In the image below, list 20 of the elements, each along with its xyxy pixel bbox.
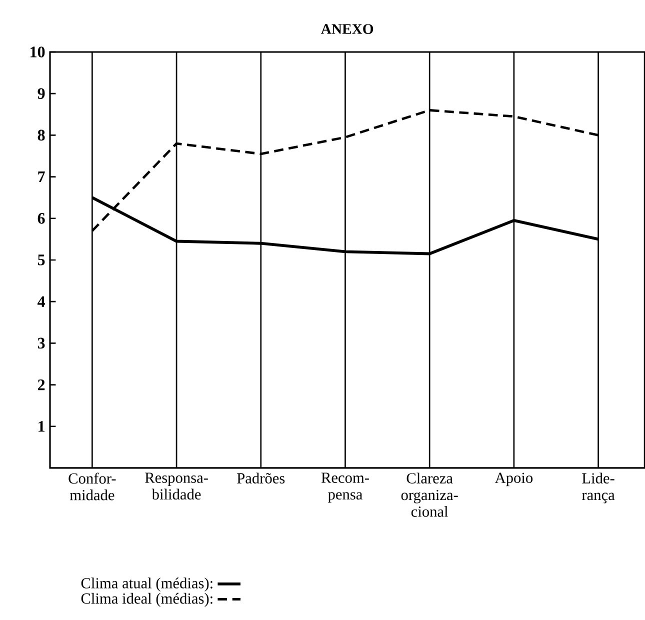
legend-label: Clima ideal (médias): bbox=[81, 592, 212, 607]
y-tick-label: 5 bbox=[38, 254, 45, 266]
y-tick-label: 6 bbox=[38, 213, 45, 224]
x-tick-label: Padrões bbox=[237, 472, 285, 484]
y-tick-label: 7 bbox=[38, 172, 45, 182]
x-tick-label: Recom- pensa bbox=[321, 472, 369, 503]
chart-title: ANEXO bbox=[321, 24, 374, 34]
y-tick-label: 2 bbox=[38, 379, 45, 390]
y-tick-label: 3 bbox=[38, 338, 45, 349]
y-tick-label: 9 bbox=[38, 88, 45, 99]
y-tick-label: 4 bbox=[38, 296, 45, 307]
x-tick-label: Responsa- bilidade bbox=[145, 472, 208, 500]
x-tick-label: Confor- midade bbox=[68, 472, 116, 500]
y-tick-label: 1 bbox=[38, 421, 44, 432]
x-tick-label: Lide- rança bbox=[582, 472, 615, 504]
x-tick-label: Clareza organiza- cional bbox=[401, 472, 458, 517]
legend-label: Clima atual (médias): bbox=[81, 578, 212, 592]
x-tick-label: Apoio bbox=[494, 472, 533, 486]
y-tick-label: 8 bbox=[38, 130, 45, 141]
y-tick-label: 10 bbox=[30, 46, 45, 58]
